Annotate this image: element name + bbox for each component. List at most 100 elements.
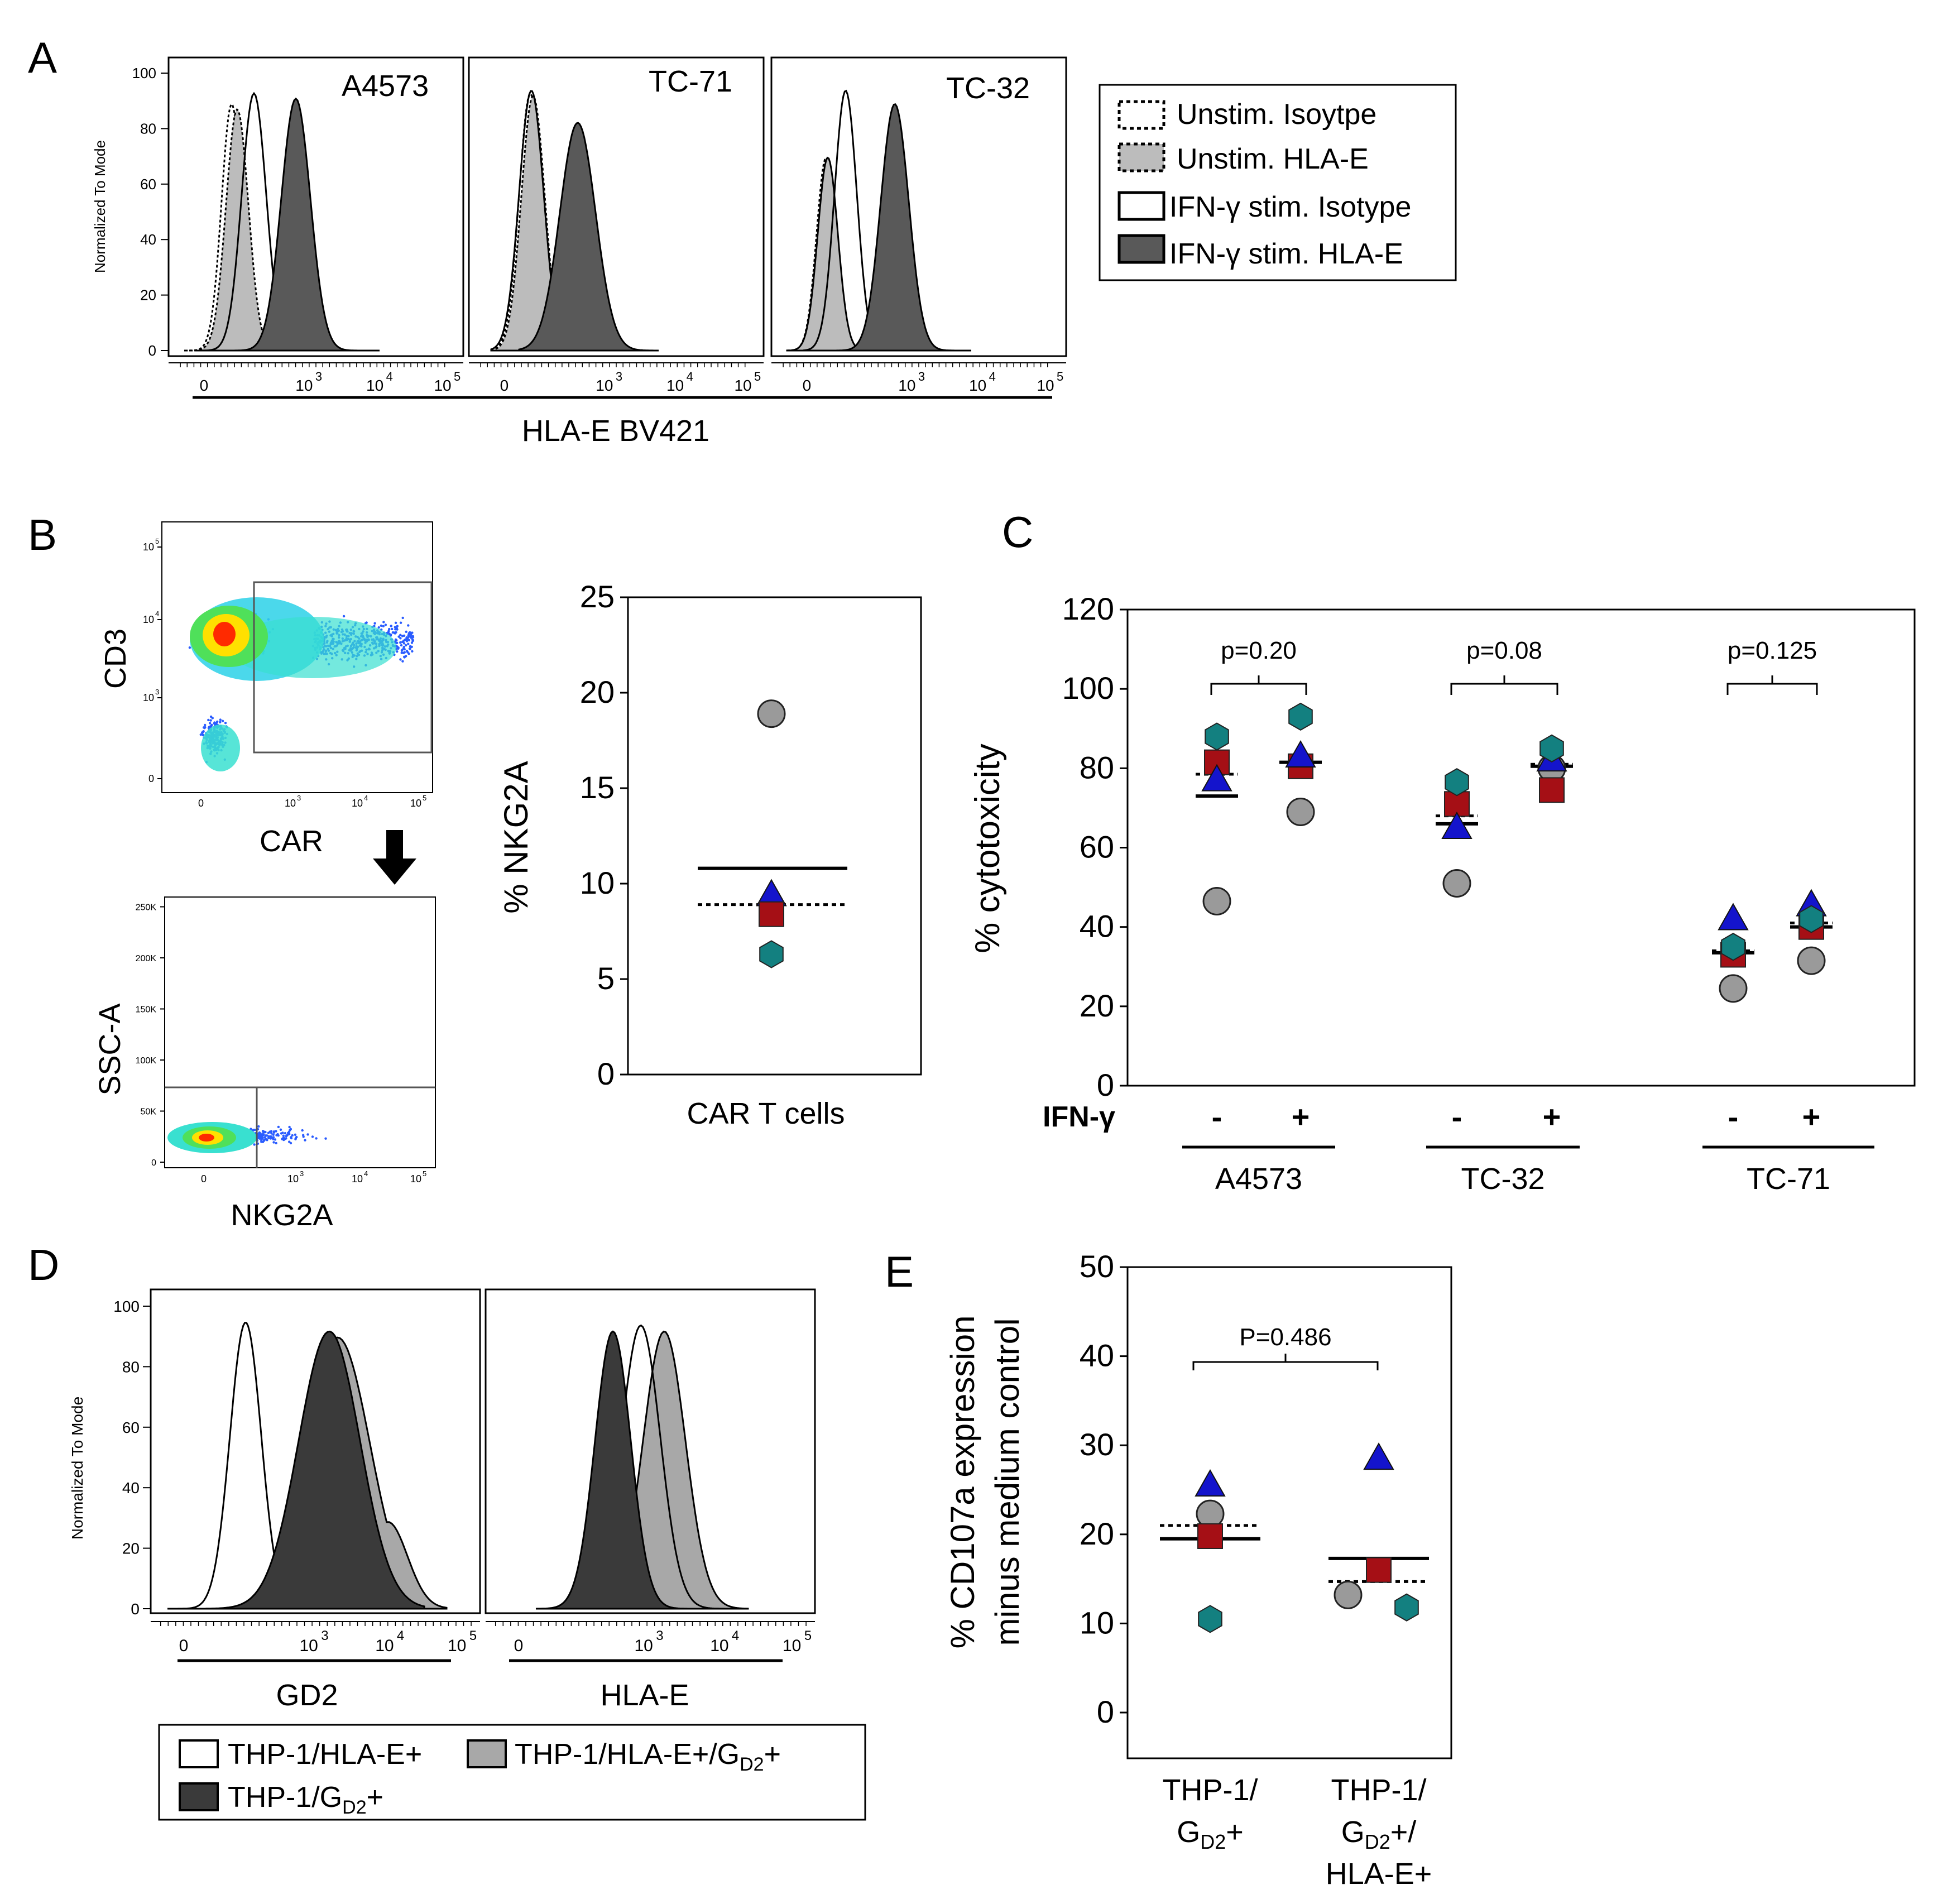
panel-a-xtick-exp: 5: [754, 370, 761, 383]
legend-d-item-1: THP-1/HLA-E+/GD2+: [515, 1738, 781, 1775]
panel-a-xtick-pow: 10: [596, 377, 613, 394]
chart-e-ytick-label: 50: [1080, 1249, 1114, 1284]
chart-c-ylabel: % cytotoxicity: [968, 744, 1007, 953]
panel-d-xtick-exp: 5: [804, 1628, 812, 1643]
panel-d-xtick-exp: 5: [469, 1628, 477, 1643]
chart-c-TC-71-plus-sign: +: [1802, 1099, 1821, 1134]
dotplot-top-ytick-label: 10: [143, 541, 154, 553]
chart-c-A4573-plus-circle: [1286, 798, 1315, 827]
dotplot-bottom-ytick-label: 200K: [136, 954, 157, 963]
dotplot-top-ytick-exp: 3: [155, 688, 159, 696]
chart-c-ytick-label: 60: [1080, 829, 1114, 865]
dotplot-top-xtick-label: 10: [352, 798, 363, 809]
dotplot-bottom-xtick-label: 10: [352, 1173, 363, 1184]
chart-e-pvalue: P=0.486: [1239, 1323, 1331, 1351]
chart-c-A4573-minus-sign: -: [1212, 1099, 1222, 1134]
chart-c-TC-32-minus-hexagon: [1445, 768, 1469, 797]
chart-c-ytick-label: 20: [1080, 988, 1114, 1023]
chart-c-TC-32-minus-sign: -: [1452, 1099, 1462, 1134]
chart-c-TC-71-minus-hexagon: [1721, 933, 1745, 961]
chart-e-group-0-circle: [1196, 1499, 1225, 1528]
panel-d-xtick-exp: 4: [732, 1628, 739, 1643]
panel-a-xtick-pow: 10: [969, 377, 986, 394]
chart-c-TC-32-bracket: [1450, 675, 1558, 695]
chart-e-group-1-triangle: [1363, 1442, 1394, 1470]
dotplot-bottom-ytick-label: 250K: [136, 903, 157, 913]
chart-c-TC-71-plus-circle: [1797, 946, 1826, 975]
dotplot-top-xtick-label: 0: [198, 798, 204, 809]
hist-tc32-ifn-hla: [836, 103, 971, 352]
chart-cd107a: 0 10 20 30 40 50 P=0.486 % CD107a expression m…: [944, 1249, 1452, 1891]
legend-d-item-2: THP-1/GD2+: [228, 1781, 383, 1818]
panel-a-xtick-pow: 10: [1037, 377, 1054, 394]
chart-e-ytick-label: 0: [1097, 1694, 1114, 1729]
hist-hlae-thp-gd2: [535, 1330, 688, 1610]
chart-c-A4573-minus-triangle: [1201, 764, 1232, 792]
panel-a-ytick-label: 40: [140, 231, 156, 248]
dotplot-top-xtick-exp: 4: [364, 794, 368, 802]
chart-b-ytick-label: 25: [580, 579, 615, 614]
panel-d-ytick-label: 100: [113, 1298, 140, 1315]
chart-e-group-0-square: [1197, 1523, 1223, 1549]
chart-e-ytick-label: 40: [1080, 1338, 1114, 1373]
dotplot-bottom-ytick-label: 0: [151, 1158, 156, 1168]
panel-d-yticks: 0 20 40 60 80 100: [113, 1298, 151, 1618]
chart-e-ytick-label: 10: [1080, 1605, 1114, 1640]
dotplot-top-ytick-label: 10: [143, 692, 154, 703]
panel-a-xtick-pow: 10: [666, 377, 684, 394]
density-cloud-top-core: [213, 622, 236, 646]
dotplot-top-xtick-label: 10: [285, 798, 296, 809]
chart-c-TC-71-plus-hexagon: [1799, 905, 1824, 933]
chart-b-point-hexagon: [759, 940, 784, 968]
chart-e-group-1-circle: [1334, 1580, 1363, 1609]
chart-e-group-1-hexagon: [1394, 1593, 1419, 1622]
dotplot-top-xtick-exp: 5: [423, 794, 426, 802]
histogram-a4573: A4573: [167, 56, 464, 357]
down-arrow-icon: [373, 830, 416, 885]
panel-d-ytick-label: 0: [131, 1600, 140, 1618]
dotplot-bottom-ylabel: SSC-A: [93, 1003, 127, 1095]
panel-a-xtick-pow: 10: [434, 377, 451, 394]
hist-a4573-ifn-hla: [229, 97, 380, 352]
chart-e-ylabel-line2: minus medium control: [989, 1318, 1026, 1646]
panel-d-xtick-exp: 4: [397, 1628, 404, 1643]
panel-a-ytick-label: 100: [132, 65, 156, 81]
panel-a-xtick-zero: 0: [200, 377, 209, 394]
density-cloud-bottom-core: [199, 1134, 214, 1142]
panel-a-xtick-pow: 10: [898, 377, 915, 394]
panel-a-xtick-exp: 3: [315, 370, 322, 383]
chart-e-category-1-line1: THP-1/: [1162, 1773, 1258, 1807]
ifn-label: IFN-γ: [1043, 1101, 1115, 1133]
panel-a-xtick-exp: 5: [1057, 370, 1063, 383]
chart-c-A4573-minus-hexagon: [1205, 722, 1229, 751]
chart-e-group-0-triangle: [1195, 1469, 1226, 1497]
panel-d-xtick-pow: 10: [635, 1637, 653, 1655]
legend-a-item-2: IFN-γ stim. Isotype: [1169, 191, 1411, 223]
dotplot-bottom-xtick-label: 0: [201, 1173, 207, 1184]
dotplot-bottom-xlabel: NKG2A: [231, 1198, 333, 1232]
chart-c-TC-32-plus-sign: +: [1543, 1099, 1561, 1134]
hist-gd2-thp-gd2: [205, 1330, 425, 1610]
chart-c-TC-32-plus-hexagon: [1539, 734, 1564, 762]
chart-nkg2a: 0 5 10 15 20 25 % NKG2A CAR T cells: [497, 579, 922, 1130]
chart-c-A4573-plus-hexagon: [1288, 702, 1313, 731]
panel-a-ytick-label: 0: [148, 342, 156, 359]
chart-c-ytick-label: 100: [1062, 670, 1114, 706]
panel-d-xtick-pow: 10: [710, 1637, 728, 1655]
panel-d-xtick-pow: 10: [300, 1637, 318, 1655]
chart-b-ylabel: % NKG2A: [497, 761, 535, 913]
panel-d-ytick-label: 80: [122, 1358, 140, 1375]
chart-b-ytick-label: 0: [597, 1056, 615, 1091]
chart-c-A4573-plus-triangle: [1285, 740, 1316, 768]
dotplot-top-xlabel: CAR: [260, 824, 323, 858]
chart-b-ytick-label: 20: [580, 674, 615, 709]
panel-letter-b: B: [28, 510, 57, 559]
chart-b-ytick-label: 10: [580, 865, 615, 900]
histogram-hla-e: [485, 1288, 816, 1614]
chart-c-ytick-label: 40: [1080, 909, 1114, 944]
hist-tc71-unstim-hla: [490, 95, 614, 352]
